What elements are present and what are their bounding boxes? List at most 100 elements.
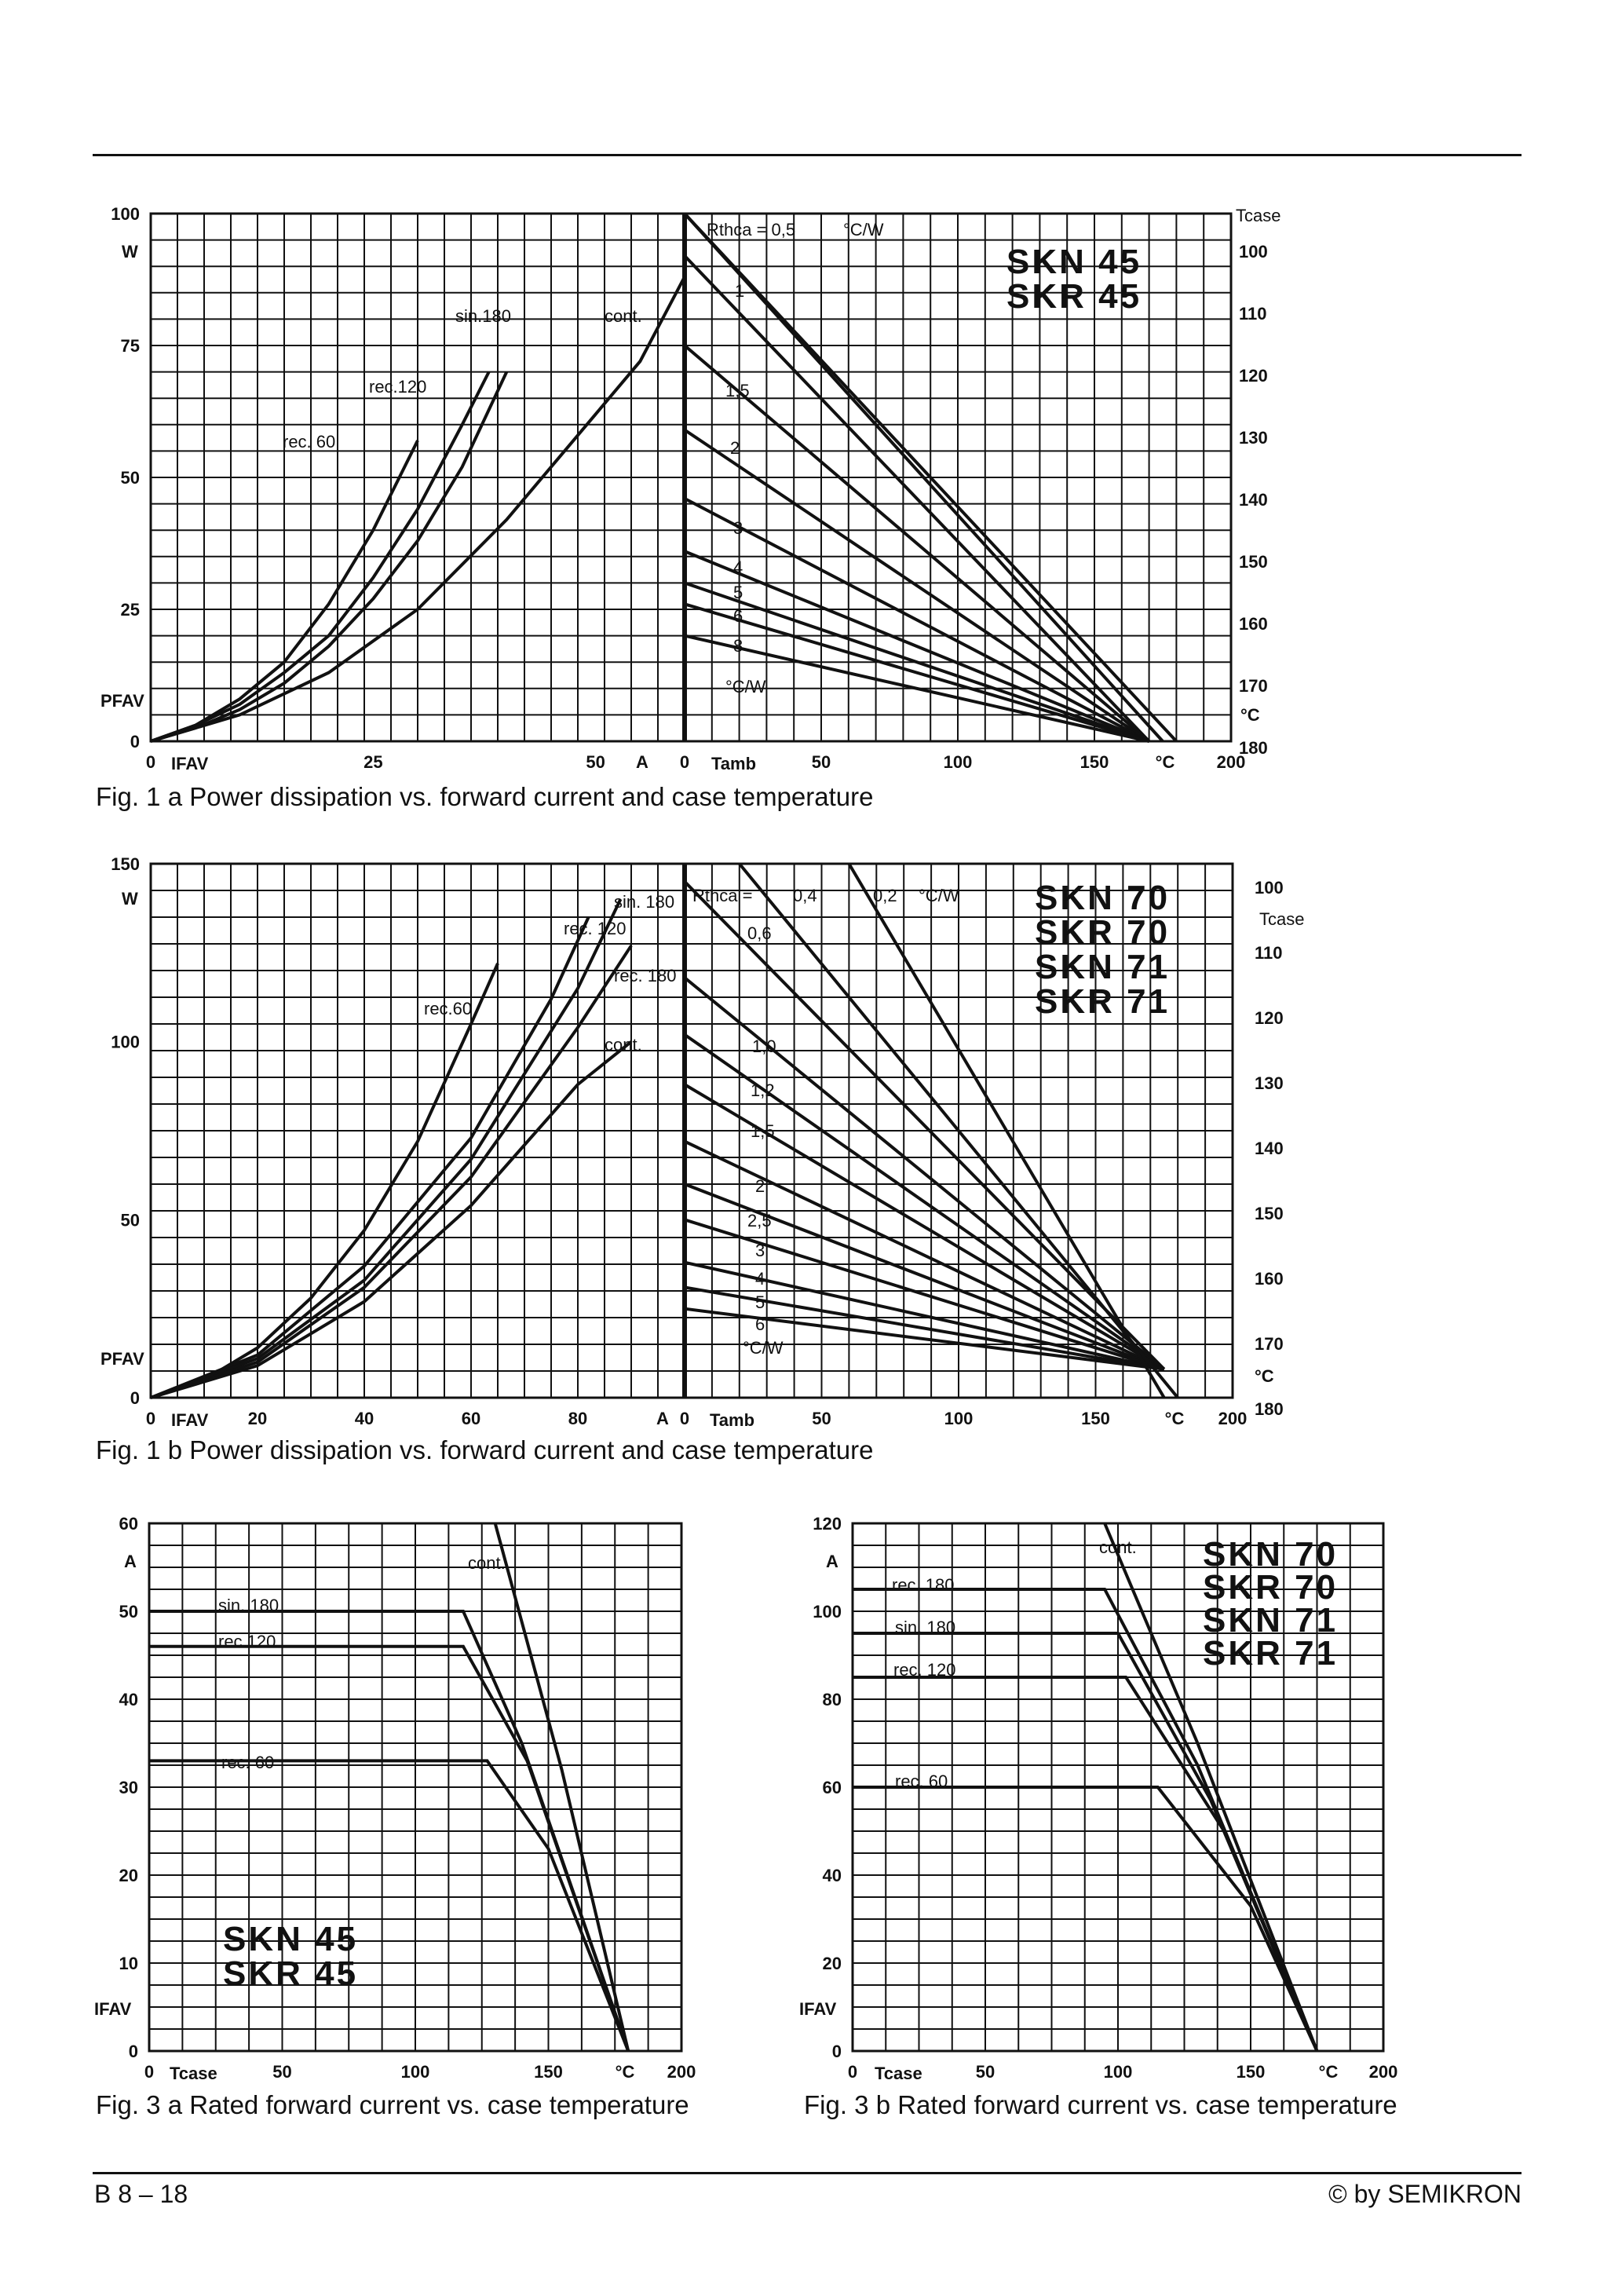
fig3b-y-tick: 60 <box>823 1778 842 1797</box>
fig3b-series-label: rec. 60 <box>895 1771 948 1791</box>
fig1a-tcase-tick: 180 <box>1239 738 1268 758</box>
fig1a-rthca-label: 3 <box>733 518 743 538</box>
fig1a-y-tick: 0 <box>130 732 140 751</box>
fig1a-device-label: SKN 45 <box>1006 243 1142 281</box>
fig1b-x-tick: 60 <box>462 1409 480 1428</box>
fig1a-rthca-label: 6 <box>733 606 743 626</box>
fig1b-rthca-unit-bottom: °C/W <box>743 1338 784 1358</box>
fig1a-tcase-tick: 140 <box>1239 490 1268 510</box>
fig1b-x-tick: 20 <box>248 1409 267 1428</box>
fig3b-y-tick: 80 <box>823 1690 842 1709</box>
fig1b-rthca-label: 3 <box>755 1241 765 1260</box>
fig1a-rthca-line <box>684 581 1150 743</box>
fig1a-right-x-tick: 200 <box>1217 752 1246 772</box>
fig1a-caption: Fig. 1 a Power dissipation vs. forward c… <box>96 782 874 811</box>
fig3a-series-label: cont. <box>468 1553 506 1573</box>
fig3a-y-tick: 0 <box>129 2042 138 2061</box>
fig3a-frame <box>148 1522 683 2053</box>
fig1a-right-x-tick: 150 <box>1080 752 1109 772</box>
fig3a-x-tick: 50 <box>272 2062 291 2082</box>
fig1b-tcase-tick: 180 <box>1255 1399 1284 1419</box>
fig1b-rthca-line <box>684 1218 1165 1371</box>
fig1b-x-label: IFAV <box>171 1410 209 1430</box>
fig1b-rthca-label: 4 <box>755 1269 765 1289</box>
fig1b-rthca-label: Rthca = <box>692 886 752 905</box>
fig1b-rthca-line <box>683 976 1166 1371</box>
copyright-notice: © by SEMIKRON <box>1328 2180 1522 2208</box>
fig1a-tcase-tick: 100 <box>1239 242 1268 261</box>
fig1b-x-unit: A <box>656 1409 669 1428</box>
fig1b-rthca-label: 6 <box>755 1314 765 1334</box>
fig1b-y-tick: 100 <box>111 1033 140 1052</box>
fig3a-series-label: sin. 180 <box>218 1596 279 1615</box>
fig3b-series-cont <box>1103 1523 1319 2052</box>
fig3b-series-rec-60 <box>853 1786 1319 2052</box>
fig1b-series-rec-180 <box>150 945 633 1399</box>
fig3b-chart: rec. 180 sin. 180 rec. 120 rec. 60 cont. SKN … <box>799 1514 1397 2083</box>
fig1b-right-x-tick: 100 <box>944 1409 974 1428</box>
fig1a-series-label: rec.120 <box>369 377 426 397</box>
fig3b-x-unit: °C <box>1319 2062 1339 2082</box>
fig1b-series-label: rec. 180 <box>614 966 677 985</box>
fig1b-tcase-tick: 100 <box>1255 878 1284 898</box>
fig1a-rthca-line <box>684 634 1150 743</box>
fig3a-x-tick: 100 <box>401 2062 430 2082</box>
fig1b-series-cont <box>150 1040 633 1399</box>
fig3a-caption: Fig. 3 a Rated forward current vs. case … <box>96 2090 689 2119</box>
fig3a-series-label: rec.120 <box>218 1632 276 1651</box>
fig1a-right-x-tick: 100 <box>944 752 973 772</box>
fig3a-y-tick: 20 <box>119 1866 138 1885</box>
fig1a-chart: rec. 60 rec.120 sin.180 cont. Rthca = 0,5 1 1,… <box>100 204 1280 773</box>
fig1a-rthca-label: 5 <box>733 583 743 602</box>
fig1a-y-unit: W <box>122 242 138 261</box>
fig3b-device-label: SKN 70 <box>1203 1535 1338 1574</box>
fig1a-rthca-label: 1 <box>735 281 744 301</box>
fig1b-device-label: SKN 71 <box>1035 948 1170 986</box>
fig1b-rthca-label: 5 <box>755 1292 765 1312</box>
fig1b-right-x-tick: 200 <box>1218 1409 1248 1428</box>
fig1b-series-sin-180 <box>150 898 623 1399</box>
fig1a-tcase-tick: 130 <box>1239 428 1268 448</box>
fig1b-series-rec-120 <box>150 916 590 1399</box>
fig1b-y-tick: 50 <box>121 1210 140 1230</box>
fig1b-rthca-line <box>684 1260 1165 1371</box>
fig1a-series-rec-120 <box>150 371 491 743</box>
fig1b-tcase-tick: 120 <box>1255 1008 1284 1028</box>
fig1b-y-label: PFAV <box>100 1349 144 1369</box>
fig3b-y-tick: 120 <box>813 1514 842 1534</box>
fig1b-rthca-line <box>738 862 1179 1399</box>
fig3b-y-tick: 0 <box>832 2042 842 2061</box>
fig1a-x-tick: 50 <box>586 752 605 772</box>
fig1b-device-label: SKN 70 <box>1035 879 1170 917</box>
fig3b-series-label: sin. 180 <box>895 1618 955 1637</box>
fig1b-series-label: cont. <box>605 1035 642 1055</box>
fig3b-x-tick: 0 <box>848 2062 857 2082</box>
page-number: B 8 – 18 <box>94 2180 188 2208</box>
fig1b-right-x-unit: °C <box>1165 1409 1185 1428</box>
fig1b-tcase-label: Tcase <box>1259 909 1304 929</box>
fig1a-right-x-label: Tamb <box>711 754 756 773</box>
fig1a-tcase-tick: 120 <box>1239 366 1268 386</box>
fig1b-rthca-label: 1,2 <box>751 1080 775 1100</box>
fig3b-series-label: cont. <box>1099 1537 1137 1557</box>
fig1a-right-x-tick: 50 <box>812 752 831 772</box>
fig1b-caption: Fig. 1 b Power dissipation vs. forward c… <box>96 1435 874 1464</box>
fig3a-y-tick: 50 <box>119 1602 138 1621</box>
fig3b-caption: Fig. 3 b Rated forward current vs. case … <box>804 2090 1397 2119</box>
fig1a-rthca-label: 1,5 <box>725 381 750 400</box>
fig3a-x-label: Tcase <box>170 2064 217 2083</box>
fig1a-y-tick: 75 <box>121 336 140 356</box>
fig1a-y-label: PFAV <box>100 691 144 711</box>
fig3a-y-label: IFAV <box>94 1999 132 2019</box>
fig3a-x-tick: 150 <box>534 2062 563 2082</box>
fig1a-rthca-label: Rthca = 0,5 <box>707 220 795 239</box>
fig1a-series-cont <box>150 276 686 743</box>
fig1b-rthca-label: 0,4 <box>793 886 817 905</box>
fig1a-rthca-line <box>683 254 1151 743</box>
fig1b-tcase-tick: 140 <box>1255 1139 1284 1158</box>
fig1a-tcase-tick: 170 <box>1239 676 1268 696</box>
fig1b-tcase-tick: 160 <box>1255 1269 1284 1289</box>
fig3a-series-rec-60 <box>149 1759 630 2052</box>
fig1b-tcase-tick: 170 <box>1255 1334 1284 1354</box>
